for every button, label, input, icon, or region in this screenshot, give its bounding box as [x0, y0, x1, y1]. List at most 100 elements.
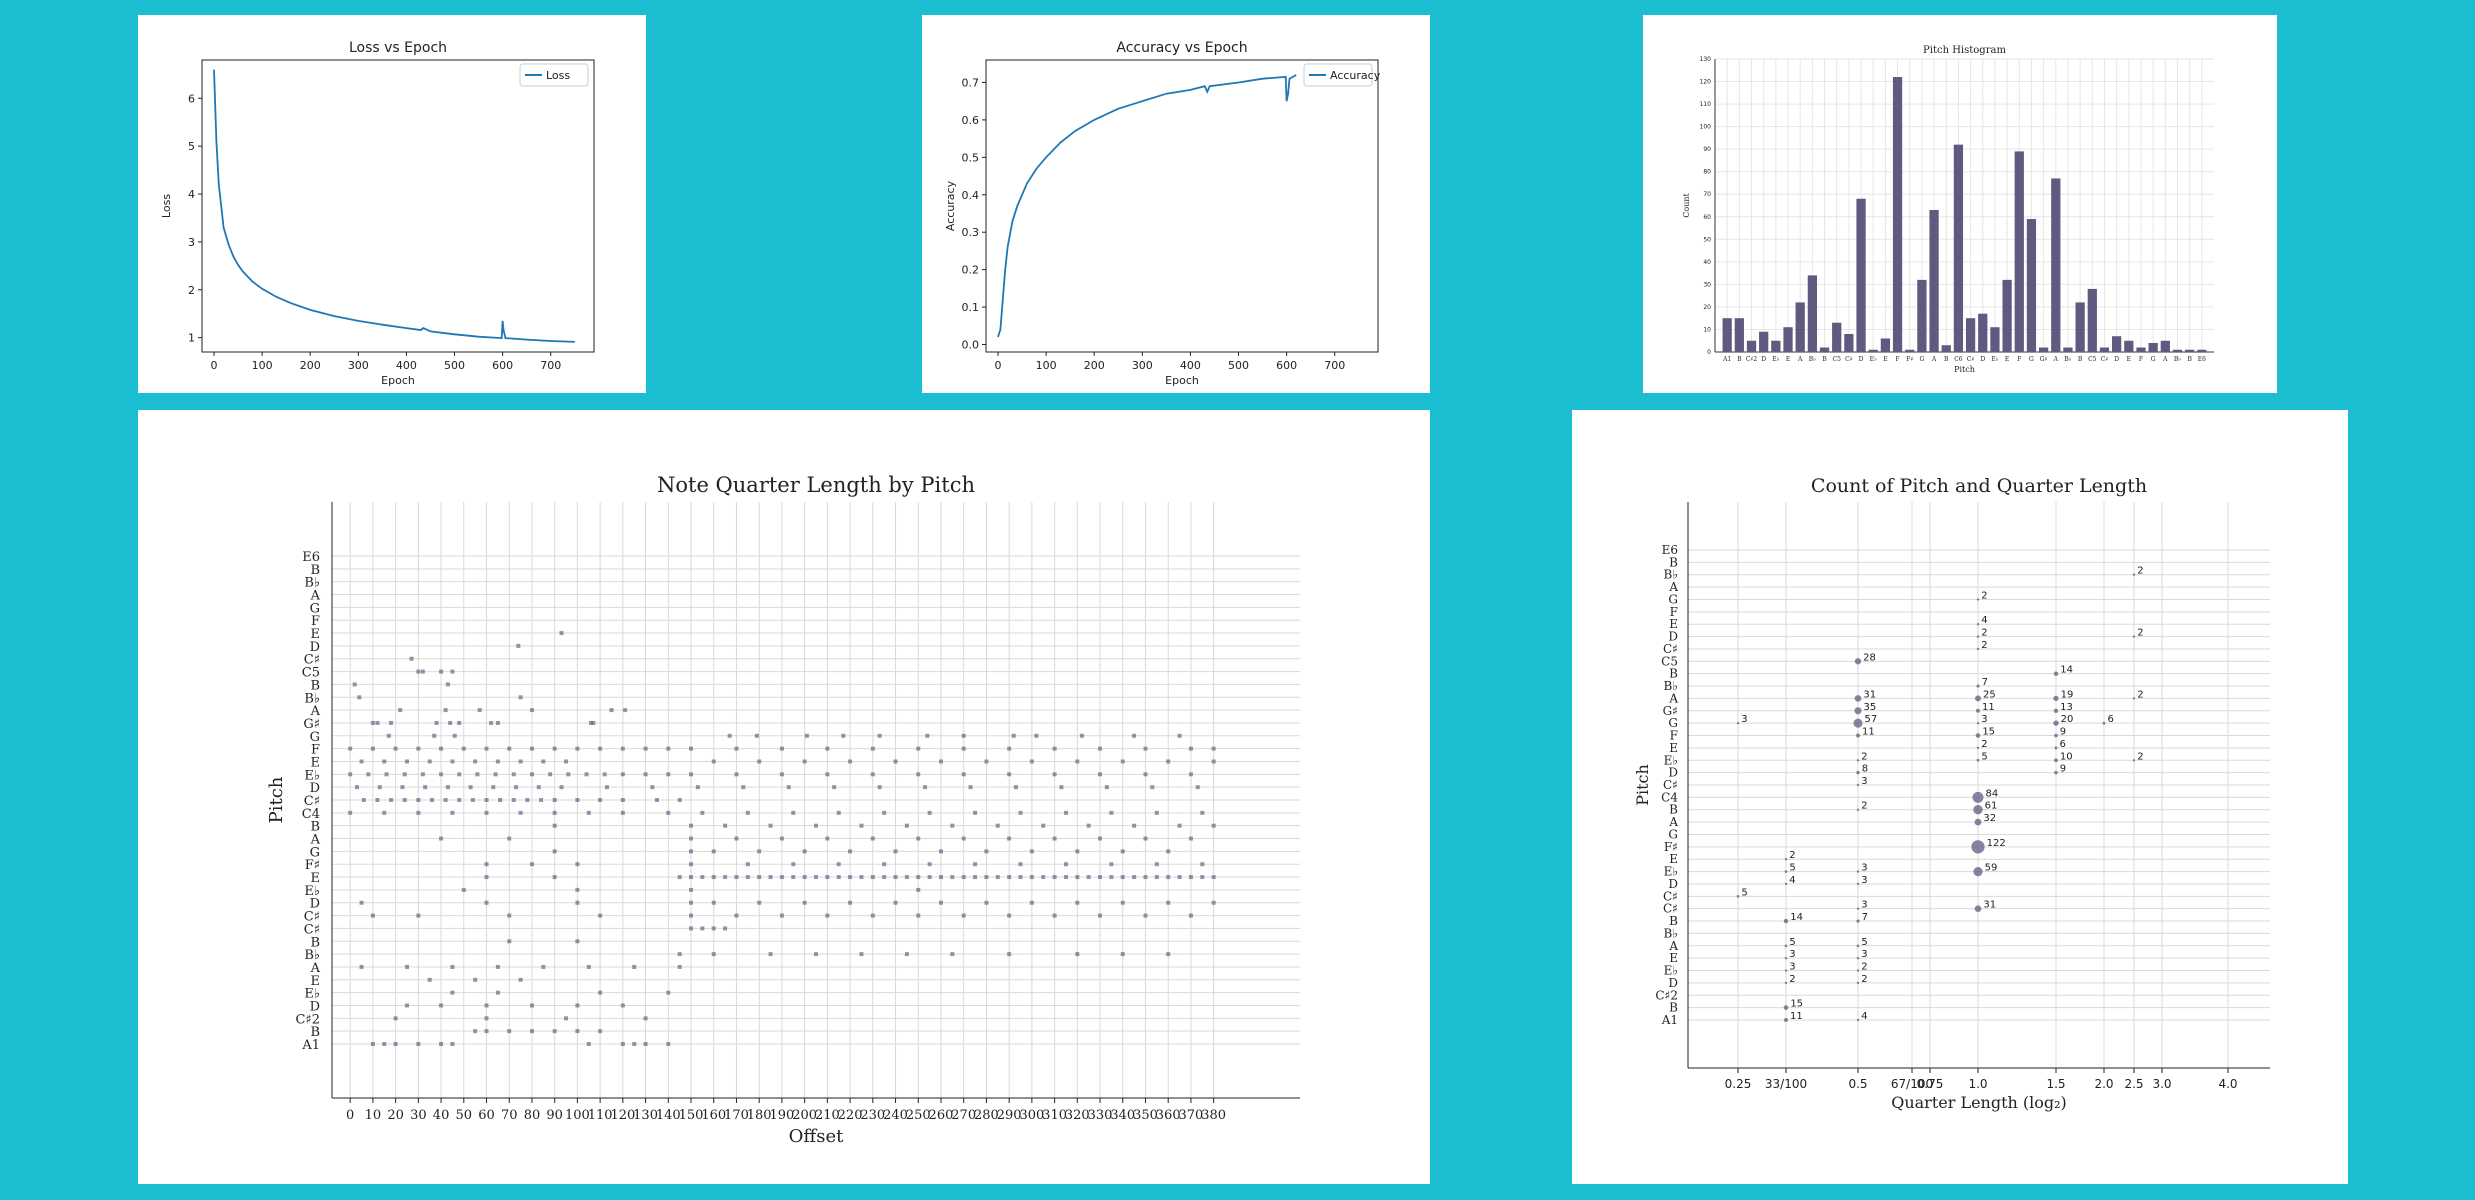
x-tick-label: E♭ — [1991, 356, 1998, 363]
note-marker — [1188, 772, 1193, 777]
note-marker — [450, 759, 455, 764]
note-marker — [1177, 823, 1182, 828]
y-tick-label: 10 — [1703, 326, 1711, 333]
y-tick-label: G — [310, 845, 320, 860]
x-tick-label: B♭ — [2064, 356, 2071, 363]
count-point — [1736, 721, 1740, 725]
note-marker — [1211, 823, 1216, 828]
count-label: 4 — [1789, 875, 1795, 886]
note-marker — [882, 862, 887, 867]
note-marker — [995, 875, 1000, 880]
x-tick-label: 80 — [524, 1108, 541, 1123]
accuracy-chart-panel: Accuracy vs Epoch 0 100 200 300 400 500 600 700 0… — [922, 15, 1430, 393]
note-marker — [916, 887, 921, 892]
note-marker — [1098, 836, 1103, 841]
note-marker — [711, 849, 716, 854]
note-marker — [402, 772, 407, 777]
count-point — [1856, 919, 1860, 923]
histogram-bar — [2148, 342, 2158, 352]
y-tick-label: 0.7 — [962, 76, 980, 89]
count-label: 59 — [1985, 863, 1998, 874]
y-tick-label: G♯ — [303, 717, 320, 732]
note-marker — [359, 900, 364, 905]
y-tick-label: E♭ — [1664, 865, 1678, 879]
note-marker — [516, 643, 521, 648]
count-point — [1784, 944, 1788, 948]
count-label: 2 — [2137, 628, 2143, 639]
note-marker — [352, 682, 357, 687]
note-marker — [1166, 759, 1171, 764]
note-marker — [1166, 875, 1171, 880]
count-point — [1976, 746, 1980, 750]
x-tick-label: 250 — [906, 1108, 931, 1123]
x-tick-label: 350 — [1133, 1108, 1158, 1123]
note-marker — [370, 913, 375, 918]
note-marker — [938, 759, 943, 764]
note-marker — [1018, 810, 1023, 815]
y-tick-label: C♯2 — [1655, 988, 1678, 1002]
note-marker — [511, 772, 516, 777]
histogram-bar — [1734, 318, 1744, 352]
y-tick-label: D — [310, 897, 320, 912]
note-marker — [650, 785, 655, 790]
x-tick-label: 90 — [546, 1108, 563, 1123]
y-axis-label: Count — [1682, 192, 1691, 217]
note-marker — [938, 900, 943, 905]
chart-title: Loss vs Epoch — [349, 40, 447, 56]
x-tick-label: 0 — [211, 359, 218, 372]
note-length-panel: 0 10 20 30 40 50 60 70 80 90 100 110 120 130 140 150 160… — [138, 410, 1430, 1184]
count-label: 5 — [1789, 863, 1795, 874]
count-point — [1971, 840, 1985, 854]
note-marker — [470, 798, 475, 802]
count-point — [1856, 733, 1860, 738]
count-label: 9 — [2060, 727, 2066, 738]
note-marker — [491, 785, 496, 790]
x-tick-label: 4.0 — [2218, 1077, 2237, 1091]
note-marker — [877, 733, 882, 738]
note-marker — [473, 977, 478, 982]
count-label: 2 — [1981, 590, 1987, 601]
count-point — [1856, 882, 1860, 886]
note-marker — [666, 990, 671, 995]
x-tick-label: F — [2139, 356, 2143, 363]
note-marker — [591, 720, 596, 725]
note-marker — [598, 746, 603, 751]
note-marker — [598, 1029, 603, 1034]
histogram-bar — [1856, 198, 1866, 352]
note-marker — [1007, 875, 1012, 880]
count-point — [1856, 770, 1860, 775]
histogram-bar — [1807, 275, 1817, 352]
count-label: 2 — [1861, 962, 1867, 973]
note-marker — [575, 900, 580, 905]
note-marker — [882, 875, 887, 880]
y-tick-label: D — [1668, 766, 1678, 780]
note-marker — [448, 720, 453, 725]
note-marker — [484, 1016, 489, 1021]
note-marker — [370, 720, 375, 725]
count-point — [1783, 918, 1789, 924]
note-marker — [450, 810, 455, 815]
x-tick-label: G — [2029, 356, 2034, 363]
y-tick-label: F — [1670, 605, 1678, 619]
x-axis-label: Epoch — [381, 374, 415, 387]
y-axis-label: Pitch — [266, 776, 287, 823]
note-marker — [848, 759, 853, 764]
x-tick-label: 700 — [540, 359, 561, 372]
note-marker — [695, 785, 700, 790]
x-tick-label: 400 — [1180, 359, 1201, 372]
y-tick-label: A — [1668, 939, 1678, 953]
histogram-bar — [1844, 333, 1854, 352]
x-tick-label: 110 — [588, 1108, 613, 1123]
note-marker — [416, 913, 421, 918]
note-marker — [518, 759, 523, 764]
count-point — [1976, 598, 1980, 601]
note-marker — [1052, 836, 1057, 841]
count-point — [1856, 907, 1860, 910]
note-marker — [1120, 900, 1125, 905]
y-tick-label: F — [1670, 729, 1678, 743]
note-marker — [575, 887, 580, 892]
note-marker — [439, 836, 444, 841]
count-point — [1784, 981, 1788, 985]
note-marker — [1211, 900, 1216, 905]
y-tick-label: E — [311, 755, 321, 770]
